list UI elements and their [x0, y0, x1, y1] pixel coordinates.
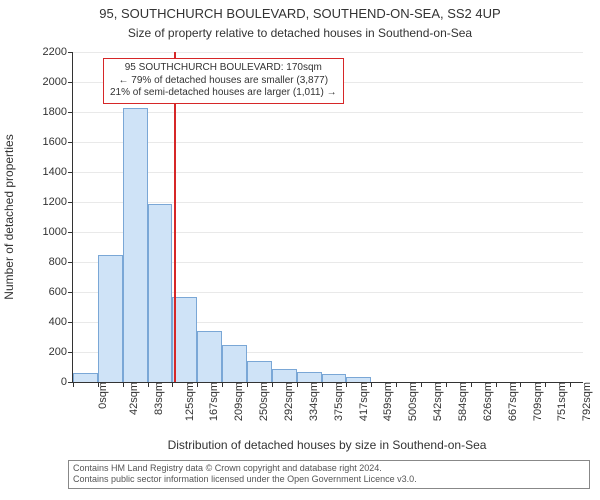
- annotation-box: 95 SOUTHCHURCH BOULEVARD: 170sqm ← 79% o…: [103, 58, 344, 104]
- x-tick-label: 334sqm: [306, 382, 320, 421]
- y-tick-label: 400: [49, 316, 73, 328]
- y-tick-label: 1400: [43, 166, 73, 178]
- x-tick-label: 459sqm: [381, 382, 395, 421]
- x-tick-label: 751sqm: [555, 382, 569, 421]
- x-tick: [172, 382, 173, 387]
- x-tick: [396, 382, 397, 387]
- x-tick-label: 125sqm: [182, 382, 196, 421]
- x-tick: [570, 382, 571, 387]
- x-tick: [123, 382, 124, 387]
- y-tick-label: 600: [49, 286, 73, 298]
- gridline: [73, 142, 583, 143]
- histogram-bar: [73, 373, 98, 382]
- x-tick-label: 209sqm: [231, 382, 245, 421]
- footer-line2: Contains public sector information licen…: [73, 474, 585, 485]
- y-tick-label: 800: [49, 256, 73, 268]
- x-tick: [73, 382, 74, 387]
- x-tick-label: 167sqm: [207, 382, 221, 421]
- y-tick-label: 2000: [43, 76, 73, 88]
- annotation-line3: 21% of semi-detached houses are larger (…: [110, 87, 337, 100]
- y-tick-label: 1200: [43, 196, 73, 208]
- histogram-bar: [247, 361, 272, 382]
- x-tick: [346, 382, 347, 387]
- x-tick-label: 792sqm: [579, 382, 593, 421]
- x-axis-label: Distribution of detached houses by size …: [72, 438, 582, 452]
- x-tick-label: 42sqm: [126, 382, 140, 415]
- x-tick-label: 500sqm: [405, 382, 419, 421]
- x-tick: [545, 382, 546, 387]
- y-axis-label: Number of detached properties: [2, 134, 16, 299]
- histogram-bar: [98, 255, 123, 383]
- chart-title-line1: 95, SOUTHCHURCH BOULEVARD, SOUTHEND-ON-S…: [0, 6, 600, 21]
- y-tick-label: 200: [49, 346, 73, 358]
- plot-area: 0200400600800100012001400160018002000220…: [72, 52, 583, 383]
- gridline: [73, 172, 583, 173]
- x-tick-label: 667sqm: [505, 382, 519, 421]
- x-tick-label: 542sqm: [430, 382, 444, 421]
- x-tick: [297, 382, 298, 387]
- x-tick: [496, 382, 497, 387]
- x-tick-label: 250sqm: [256, 382, 270, 421]
- footer-line1: Contains HM Land Registry data © Crown c…: [73, 463, 585, 474]
- annotation-line1: 95 SOUTHCHURCH BOULEVARD: 170sqm: [110, 62, 337, 75]
- histogram-bar: [272, 369, 297, 383]
- x-tick-label: 375sqm: [331, 382, 345, 421]
- y-tick-label: 2200: [43, 46, 73, 58]
- x-tick: [197, 382, 198, 387]
- x-tick: [148, 382, 149, 387]
- x-tick-label: 584sqm: [455, 382, 469, 421]
- histogram-bar: [123, 108, 148, 383]
- y-tick-label: 1600: [43, 136, 73, 148]
- x-tick-label: 417sqm: [356, 382, 370, 421]
- x-tick: [322, 382, 323, 387]
- histogram-bar: [322, 374, 347, 382]
- annotation-line2: ← 79% of detached houses are smaller (3,…: [110, 75, 337, 88]
- attribution-footer: Contains HM Land Registry data © Crown c…: [68, 460, 590, 489]
- histogram-bar: [222, 345, 247, 383]
- x-tick: [222, 382, 223, 387]
- x-tick: [247, 382, 248, 387]
- x-tick-label: 83sqm: [151, 382, 165, 415]
- y-tick-label: 1000: [43, 226, 73, 238]
- x-tick-label: 626sqm: [480, 382, 494, 421]
- x-tick: [371, 382, 372, 387]
- x-tick: [471, 382, 472, 387]
- histogram-bar: [297, 372, 322, 383]
- histogram-bar: [346, 377, 371, 382]
- x-tick-label: 292sqm: [281, 382, 295, 421]
- gridline: [73, 52, 583, 53]
- histogram-bar: [197, 331, 222, 382]
- chart-title-line2: Size of property relative to detached ho…: [0, 26, 600, 40]
- gridline: [73, 112, 583, 113]
- x-tick: [421, 382, 422, 387]
- histogram-bar: [148, 204, 173, 383]
- x-tick: [272, 382, 273, 387]
- x-tick: [446, 382, 447, 387]
- property-size-histogram: 95, SOUTHCHURCH BOULEVARD, SOUTHEND-ON-S…: [0, 0, 600, 500]
- y-tick-label: 0: [61, 376, 73, 388]
- x-tick-label: 709sqm: [530, 382, 544, 421]
- x-tick: [520, 382, 521, 387]
- y-tick-label: 1800: [43, 106, 73, 118]
- x-tick: [98, 382, 99, 387]
